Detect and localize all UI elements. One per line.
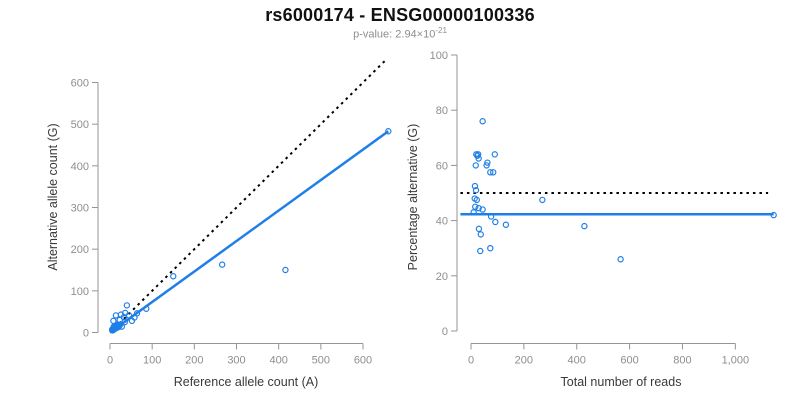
data-point (123, 302, 131, 309)
data-point (218, 261, 226, 268)
data-point (470, 209, 477, 216)
y-tick-label: 600 (71, 77, 89, 89)
x-tick-label: 600 (354, 355, 372, 367)
data-point (487, 244, 494, 252)
y-axis-label: Percentage alternative (G) (406, 124, 420, 271)
x-tick-label: 600 (620, 355, 638, 367)
pvalue-text: p-value: 2.94×10 (353, 28, 436, 41)
data-point (487, 213, 495, 220)
data-point (479, 118, 486, 125)
data-point (472, 162, 479, 169)
y-tick-label: 100 (430, 50, 448, 62)
x-tick-label: 800 (673, 355, 691, 367)
y-tick-label: 100 (71, 286, 89, 298)
data-point (479, 206, 486, 213)
data-point (116, 321, 124, 328)
y-axis-label: Alternative allele count (G) (46, 123, 60, 270)
x-tick-label: 200 (185, 355, 203, 367)
data-point (385, 128, 392, 135)
x-tick-label: 1,000 (722, 355, 750, 367)
data-point (483, 162, 490, 169)
data-point (491, 151, 498, 158)
data-point (471, 182, 479, 190)
data-point (472, 203, 479, 210)
data-point (581, 222, 588, 230)
y-tick-label: 300 (71, 202, 89, 214)
data-point (477, 231, 484, 238)
y-tick-label: 20 (436, 271, 448, 283)
data-point (492, 218, 499, 226)
chart-title: rs6000174 - ENSG00000100336 (265, 5, 535, 25)
y-tick-label: 500 (71, 119, 89, 131)
data-point (477, 247, 484, 255)
data-point (473, 196, 481, 204)
data-point (170, 273, 177, 280)
data-point (484, 159, 491, 166)
data-point (770, 211, 777, 219)
data-point (475, 225, 483, 233)
data-point (490, 169, 497, 176)
x-axis-label: Total number of reads (561, 375, 682, 389)
data-point (475, 155, 482, 162)
y-tick-label: 0 (83, 328, 89, 340)
data-point (143, 305, 150, 312)
x-axis-label: Reference allele count (A) (174, 375, 319, 389)
data-point (475, 204, 482, 212)
y-tick-label: 60 (436, 160, 448, 172)
y-tick-label: 400 (71, 161, 89, 173)
x-tick-label: 400 (568, 355, 586, 367)
data-point (109, 327, 116, 334)
chart-subtitle: p-value: 2.94×10-21 (0, 26, 800, 41)
fit-line (109, 130, 390, 334)
x-tick-label: 500 (312, 355, 330, 367)
data-point (472, 187, 480, 194)
data-point (617, 256, 624, 263)
data-point (110, 323, 117, 330)
y-tick-label: 40 (436, 216, 448, 228)
data-point (128, 317, 136, 325)
x-tick-label: 300 (227, 355, 245, 367)
y-tick-label: 200 (71, 244, 89, 256)
pvalue-exponent: -21 (435, 26, 447, 35)
x-tick-label: 400 (269, 355, 287, 367)
x-tick-label: 0 (107, 355, 113, 367)
data-point (282, 266, 289, 274)
y-tick-label: 80 (436, 105, 448, 117)
data-point (110, 317, 117, 325)
data-point (539, 196, 546, 204)
x-tick-label: 200 (515, 355, 533, 367)
y-tick-label: 0 (442, 326, 448, 338)
data-point (121, 318, 128, 326)
data-point (487, 169, 494, 176)
identity-line (109, 58, 387, 334)
data-point (502, 221, 510, 228)
x-tick-label: 0 (468, 355, 474, 367)
x-tick-label: 100 (143, 355, 161, 367)
data-point (112, 312, 120, 319)
